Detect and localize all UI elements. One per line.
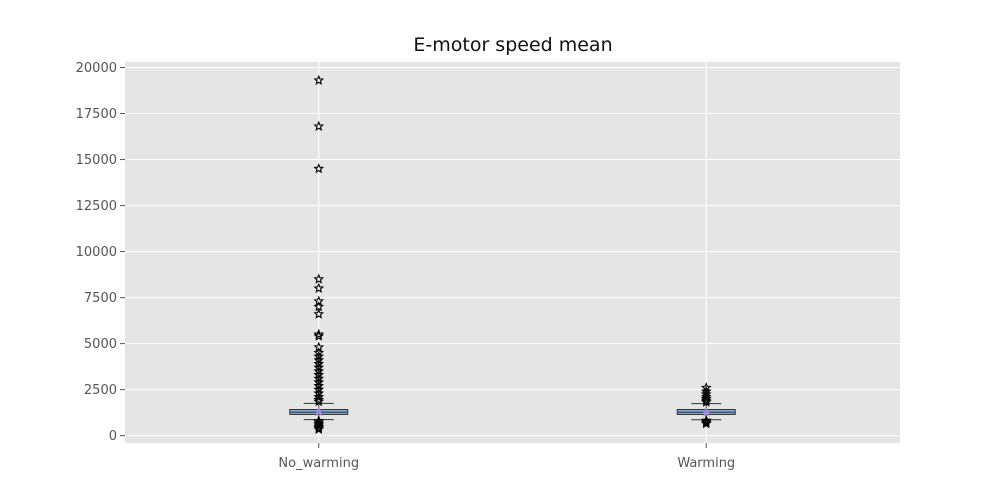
mean-marker (700, 406, 712, 417)
x-tick-label: Warming (677, 456, 735, 471)
outlier-point (313, 422, 325, 433)
box-warming (676, 382, 736, 429)
mean-marker (313, 406, 325, 417)
outlier-point (700, 393, 712, 404)
box-series (289, 74, 736, 434)
outlier-point (700, 416, 712, 427)
box-no-warming (289, 74, 349, 434)
y-tick-label: 10000 (76, 245, 117, 260)
outlier-point (700, 395, 712, 406)
chart-title: E-motor speed mean (413, 34, 612, 56)
outlier-point (313, 273, 325, 284)
y-tick-label: 15000 (76, 153, 117, 168)
outlier-point (313, 74, 325, 85)
outlier-point (313, 419, 325, 430)
outlier-point (313, 423, 325, 434)
outlier-point (700, 396, 712, 407)
outlier-point (313, 120, 325, 131)
y-tick-label: 20000 (76, 61, 117, 76)
y-tick-label: 0 (109, 429, 117, 444)
grid-lines (125, 62, 900, 443)
outlier-point (313, 421, 325, 432)
y-axis: 0 2500 5000 7500 10000 12500 15000 17500 20000 (76, 61, 125, 444)
outlier-point (700, 414, 712, 426)
outlier-point (313, 394, 325, 405)
x-axis: No_warming Warming (278, 443, 735, 471)
outlier-point (700, 417, 712, 428)
y-tick-label: 2500 (84, 383, 117, 398)
outlier-point (313, 395, 325, 407)
y-tick-label: 17500 (76, 107, 117, 122)
y-tick-label: 7500 (84, 291, 117, 306)
x-tick-label: No_warming (278, 456, 359, 471)
y-tick-label: 12500 (76, 199, 117, 214)
outlier-point (313, 163, 325, 174)
plot-area (125, 62, 900, 443)
outlier-point (313, 282, 325, 293)
y-tick-label: 5000 (84, 337, 117, 352)
outlier-point (700, 418, 712, 429)
outlier-point (313, 328, 325, 339)
outlier-point (313, 308, 325, 319)
outlier-point (313, 330, 325, 341)
outlier-point (313, 391, 325, 402)
